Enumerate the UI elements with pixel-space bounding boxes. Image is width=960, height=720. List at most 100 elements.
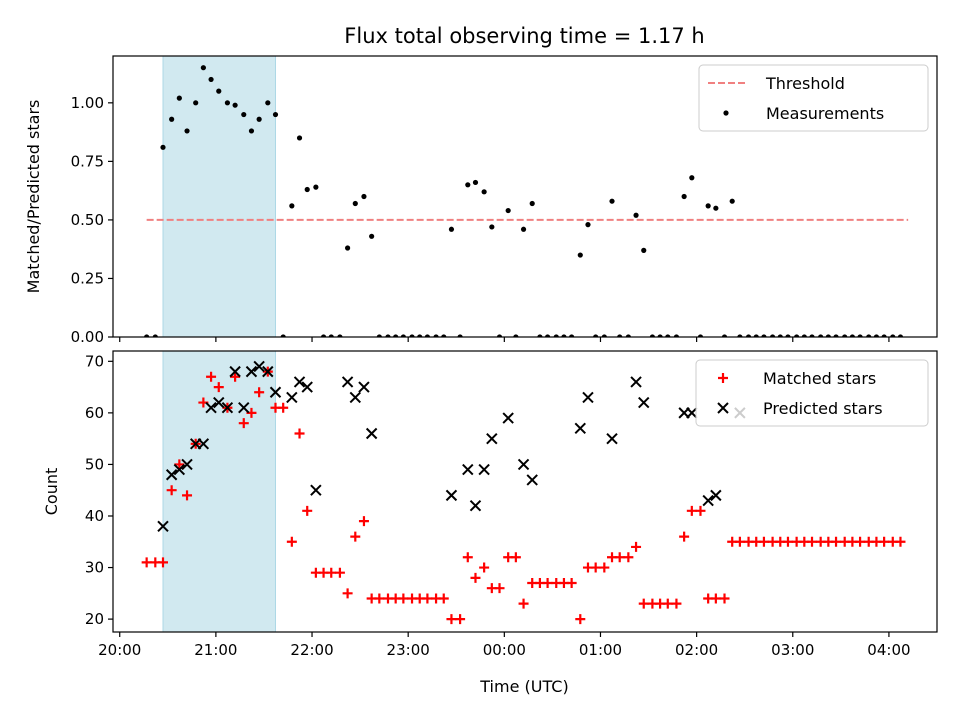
matched-star-point	[710, 593, 721, 604]
measurement-point	[417, 334, 423, 337]
matched-star-point	[895, 536, 906, 547]
measurement-point	[409, 334, 415, 337]
measurement-point	[769, 334, 776, 337]
predicted-star-point	[262, 365, 274, 378]
x-tick-label: 02:00	[675, 641, 718, 659]
predicted-star-point	[702, 494, 714, 507]
measurement-point	[224, 100, 231, 106]
matched-star-point	[679, 531, 690, 542]
matched-star-point	[518, 598, 529, 609]
measurement-point	[729, 198, 735, 204]
observing-window-span	[162, 55, 276, 338]
measurement-point	[737, 334, 743, 337]
measurement-point	[433, 334, 439, 337]
measurement-point	[842, 334, 848, 337]
measurement-point	[544, 334, 551, 337]
predicted-star-point	[205, 402, 217, 414]
x-tick-label: 20:00	[98, 641, 141, 659]
measurement-point	[144, 334, 150, 337]
predicted-star-point	[606, 432, 618, 445]
measurement-point	[849, 334, 855, 337]
measurement-point	[481, 189, 487, 195]
measurement-point	[569, 334, 575, 337]
measurement-point	[794, 334, 800, 337]
measurement-point	[208, 76, 214, 83]
predicted-star-point	[526, 474, 538, 486]
matched-star-point	[350, 531, 361, 542]
matched-star-point	[455, 614, 466, 625]
matched-star-point	[286, 536, 297, 547]
measurement-point	[833, 334, 839, 337]
measurement-point	[705, 203, 711, 209]
y-tick-label: 50	[85, 455, 104, 473]
measurement-point	[505, 207, 511, 214]
predicted-star-point	[269, 386, 282, 398]
y-tick-label: 0.50	[71, 211, 104, 229]
matched-star-point	[479, 562, 490, 573]
matched-star-point	[334, 567, 345, 578]
predicted-star-point	[638, 396, 650, 409]
measurement-point	[472, 179, 479, 186]
measurement-point	[152, 334, 158, 337]
series-matched-stars	[141, 366, 906, 625]
matched-star-point	[494, 583, 505, 594]
measurement-point	[385, 334, 391, 337]
matched-star-point	[623, 552, 634, 563]
measurement-point	[241, 111, 247, 118]
measurement-point	[593, 334, 599, 337]
measurement-point	[513, 334, 519, 337]
legend-box	[698, 64, 929, 132]
matched-star-point	[855, 536, 866, 547]
measurement-point	[376, 334, 382, 337]
measurement-point	[617, 334, 623, 337]
predicted-star-point	[157, 520, 169, 533]
measurement-point	[496, 334, 503, 337]
predicted-star-point	[245, 365, 258, 378]
measurement-point	[785, 334, 791, 337]
predicted-star-point	[574, 422, 586, 435]
matched-star-point	[695, 505, 706, 516]
measurement-point	[265, 100, 271, 106]
measurement-point	[673, 334, 680, 337]
measurement-point	[320, 334, 327, 337]
measurement-point	[361, 193, 367, 200]
measurement-point	[657, 334, 663, 337]
measurement-point	[232, 102, 238, 108]
y-tick-label: 30	[85, 559, 104, 577]
measurement-point	[169, 116, 175, 122]
y-tick-label: 70	[85, 352, 104, 370]
matched-star-point	[230, 371, 241, 382]
measurement-point	[296, 135, 303, 141]
measurement-point	[520, 226, 527, 232]
y-tick-label: 1.00	[71, 94, 104, 112]
matched-star-point	[566, 578, 577, 589]
predicted-star-point	[286, 391, 298, 404]
matched-star-point	[157, 557, 168, 568]
y-tick-label: 20	[85, 610, 104, 628]
predicted-star-point	[341, 376, 354, 388]
measurement-point	[304, 186, 310, 193]
predicted-star-point	[469, 499, 482, 512]
series-measurements	[144, 65, 904, 337]
matched-star-point	[294, 428, 305, 439]
measurement-point	[313, 184, 319, 190]
x-tick-label: 21:00	[194, 641, 237, 659]
matched-star-point	[422, 593, 433, 604]
measurement-point	[601, 334, 607, 337]
measurement-point	[465, 182, 471, 188]
measurement-point	[577, 252, 583, 258]
predicted-star-point	[710, 489, 722, 502]
predicted-star-point	[365, 427, 378, 440]
measurement-point	[689, 175, 695, 181]
measurement-point	[272, 111, 279, 118]
matched-star-point	[254, 387, 265, 398]
y-axis-label: Count	[42, 468, 61, 516]
matched-star-point	[510, 552, 521, 563]
predicted-star-point	[486, 432, 498, 445]
matched-star-point	[302, 505, 313, 516]
series-predicted-stars	[157, 360, 746, 533]
matched-star-point	[758, 536, 769, 547]
measurement-point	[176, 95, 182, 101]
plot-area	[144, 65, 909, 337]
